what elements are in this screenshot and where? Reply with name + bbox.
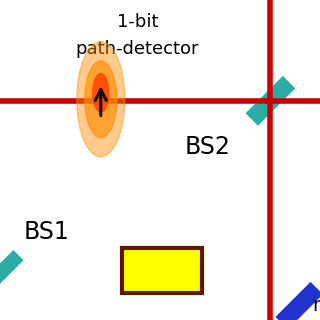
Bar bbox=[0, 250, 24, 291]
Ellipse shape bbox=[77, 42, 125, 157]
Text: 1-bit: 1-bit bbox=[117, 13, 158, 31]
Ellipse shape bbox=[93, 74, 109, 112]
Text: BS1: BS1 bbox=[24, 220, 69, 244]
Text: path-detector: path-detector bbox=[76, 40, 199, 58]
Bar bbox=[245, 76, 295, 126]
Text: BS2: BS2 bbox=[185, 135, 231, 159]
Text: mi: mi bbox=[312, 296, 320, 315]
Bar bbox=[122, 248, 202, 293]
Ellipse shape bbox=[85, 61, 117, 138]
Bar bbox=[276, 282, 320, 320]
